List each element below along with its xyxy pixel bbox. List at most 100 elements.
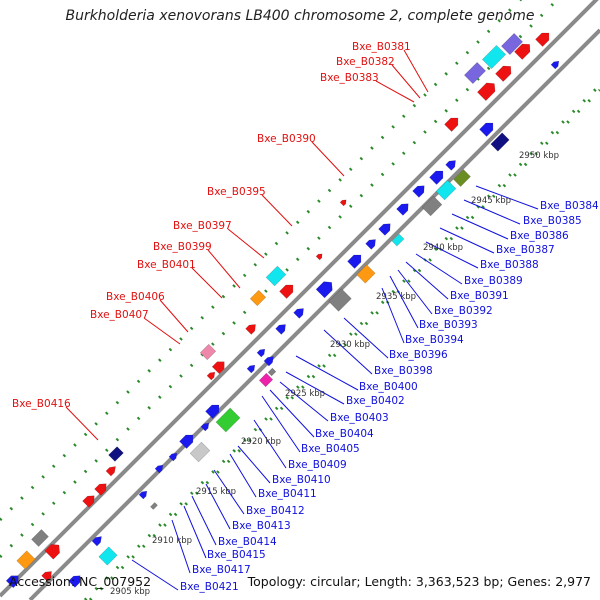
gene-feature [293, 308, 304, 319]
gene-feature [5, 575, 19, 589]
gene-feature [429, 170, 444, 185]
gene-label-rev: Bxe_B0409 [288, 459, 347, 471]
callout-line [227, 228, 265, 259]
gene-feature [211, 361, 225, 375]
gene-label-fwd: Bxe_B0397 [173, 220, 232, 232]
scale-label-group: 2905 kbp 2910 kbp 2915 kbp 2920 kbp 2925… [110, 151, 559, 597]
gene-feature [245, 324, 256, 335]
accession-text: Accession: NC_007952 [9, 574, 152, 589]
callout-line [343, 317, 389, 359]
callout-line [323, 329, 373, 375]
gene-label-fwd: Bxe_B0383 [320, 72, 379, 84]
gene-feature [105, 466, 116, 477]
callout-line [405, 261, 449, 300]
gene-feature [168, 452, 178, 462]
gene-label-fwd: Bxe_B0401 [137, 259, 196, 271]
gene-label-fwd: Bxe_B0390 [257, 133, 316, 145]
gene-feature [477, 82, 496, 101]
gene-feature [391, 233, 405, 247]
gene-feature [514, 43, 531, 60]
gene-feature [479, 122, 494, 137]
gene-feature [108, 446, 124, 462]
gene-feature [179, 434, 194, 449]
gene-features [5, 32, 560, 589]
gene-feature [265, 265, 287, 287]
gene-feature [138, 490, 148, 500]
scale-tick-label: 2910 kbp [152, 536, 192, 546]
callout-line [253, 419, 287, 469]
gene-feature [495, 65, 512, 82]
gene-feature [189, 441, 211, 463]
gene-label-rev: Bxe_B0403 [330, 412, 389, 424]
scale-tick-label: 2930 kbp [330, 340, 370, 350]
gene-label-rev: Bxe_B0417 [192, 564, 251, 576]
gene-feature [215, 407, 241, 433]
gene-feature [421, 195, 443, 217]
gene-feature [200, 422, 210, 432]
scale-tick-label: 2950 kbp [519, 151, 559, 161]
callout-line [451, 213, 509, 240]
callout-line [415, 253, 463, 285]
callout-line [295, 355, 359, 391]
gene-feature [356, 264, 376, 284]
gene-label-rev: Bxe_B0421 [180, 581, 239, 593]
callout-line [375, 80, 415, 103]
callout-line [439, 227, 495, 254]
scale-tick-label: 2940 kbp [423, 243, 463, 253]
gene-feature [279, 284, 294, 299]
gene-label-rev: Bxe_B0396 [389, 349, 448, 361]
gene-label-fwd: Bxe_B0406 [106, 291, 165, 303]
forward-label-group: Bxe_B0381 Bxe_B0382 Bxe_B0383 Bxe_B0390 … [12, 41, 411, 410]
gene-feature [150, 502, 158, 510]
gene-feature [490, 132, 510, 152]
callout-lines [65, 49, 539, 591]
gene-feature [98, 546, 118, 566]
callout-line [183, 505, 207, 559]
callout-line [475, 185, 539, 210]
gene-feature [315, 253, 323, 261]
gene-label-rev: Bxe_B0391 [450, 290, 509, 302]
callout-line [191, 267, 223, 299]
topology-text: Topology: circular; Length: 3,363,523 bp… [247, 574, 591, 589]
gene-label-rev: Bxe_B0386 [510, 230, 569, 242]
outer-dot-track-2 [88, 88, 600, 600]
gene-label-rev: Bxe_B0413 [232, 520, 291, 532]
callout-line [229, 453, 257, 498]
gene-feature [275, 324, 286, 335]
scale-tick-label: 2935 kbp [376, 292, 416, 302]
gene-label-rev: Bxe_B0394 [405, 334, 464, 346]
gene-feature [16, 550, 36, 570]
gene-label-fwd: Bxe_B0382 [336, 56, 395, 68]
gene-feature [444, 117, 459, 132]
callout-line [205, 483, 231, 530]
gene-feature [412, 185, 425, 198]
gene-feature [550, 60, 560, 70]
gene-feature [249, 289, 267, 307]
gene-label-rev: Bxe_B0389 [464, 275, 523, 287]
gene-label-fwd: Bxe_B0399 [153, 241, 212, 253]
callout-line [285, 371, 345, 405]
gene-label-rev: Bxe_B0388 [480, 259, 539, 271]
gene-label-fwd: Bxe_B0395 [207, 186, 266, 198]
callout-line [159, 299, 189, 333]
gene-feature [378, 223, 391, 236]
gene-label-rev: Bxe_B0385 [523, 215, 582, 227]
callout-line [403, 49, 429, 93]
gene-label-rev: Bxe_B0402 [346, 395, 405, 407]
callout-line [171, 519, 191, 574]
gene-feature [94, 483, 107, 496]
callout-line [143, 317, 181, 345]
gene-feature [258, 372, 274, 388]
chromosome-backbone-inner [28, 28, 600, 600]
gene-label-rev: Bxe_B0414 [218, 536, 277, 548]
gene-feature [396, 203, 409, 216]
gene-label-rev: Bxe_B0387 [496, 244, 555, 256]
callout-line [213, 469, 245, 515]
gene-feature [453, 169, 471, 187]
callout-line [391, 64, 421, 99]
gene-label-rev: Bxe_B0392 [434, 305, 493, 317]
callout-line [207, 249, 241, 289]
